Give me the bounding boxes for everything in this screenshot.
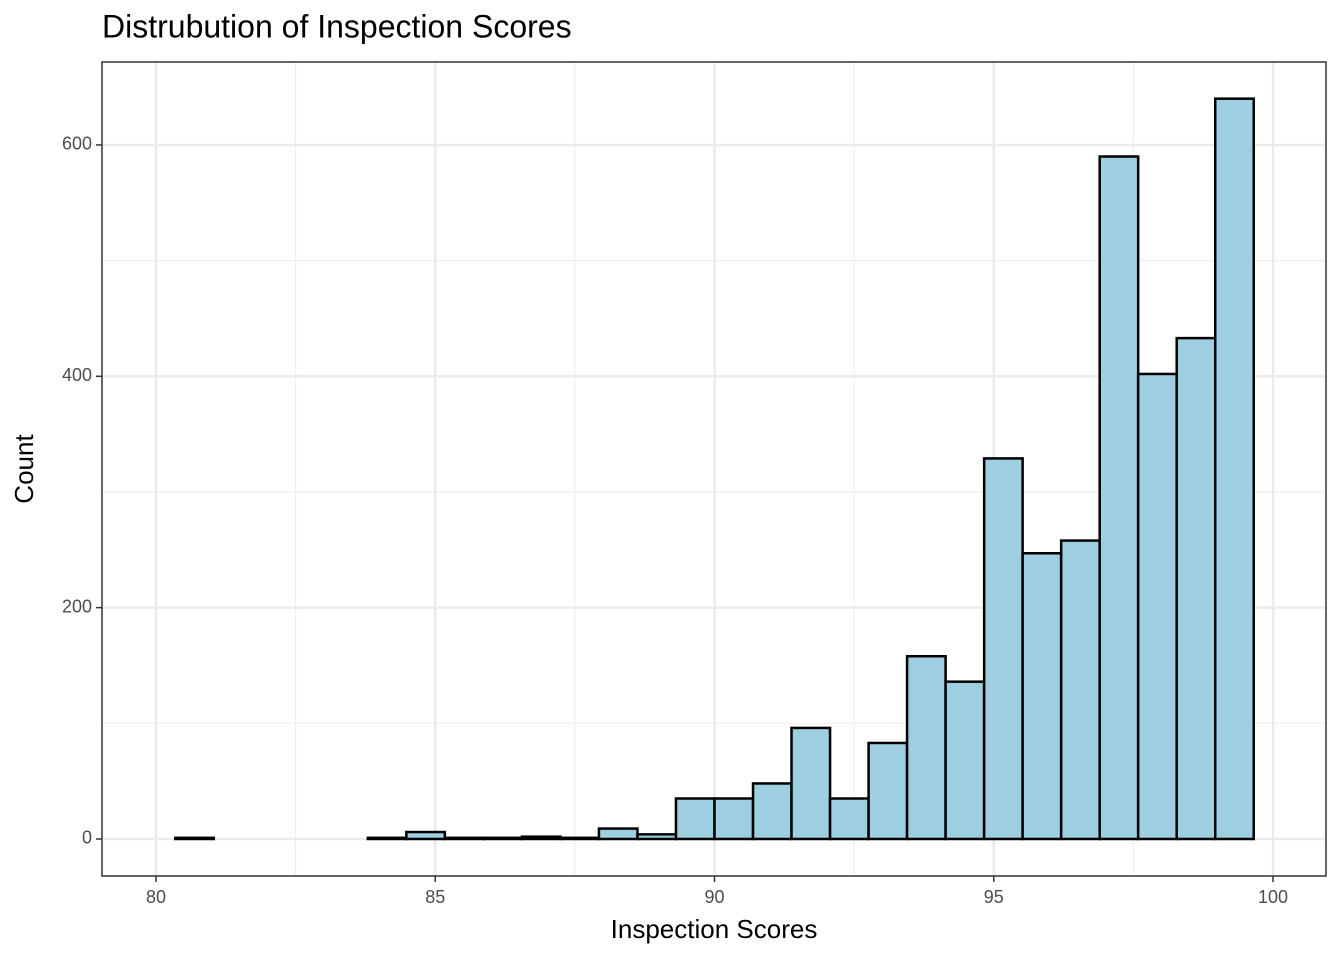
bar xyxy=(867,741,909,841)
bar xyxy=(559,836,601,841)
bar xyxy=(790,726,832,841)
bar xyxy=(174,836,216,841)
bar xyxy=(751,782,793,841)
y-tick-label: 600 xyxy=(62,134,92,154)
y-axis-title: Count xyxy=(9,434,39,504)
x-tick-label: 90 xyxy=(704,887,724,907)
bar xyxy=(482,836,524,841)
bar xyxy=(443,836,485,841)
bar xyxy=(713,797,755,841)
chart-title: Distrubution of Inspection Scores xyxy=(102,8,572,44)
bar xyxy=(1021,552,1063,841)
y-tick-label: 200 xyxy=(62,596,92,616)
x-tick-label: 100 xyxy=(1258,887,1288,907)
bar xyxy=(905,654,947,841)
bar xyxy=(982,457,1024,841)
bar xyxy=(1175,336,1217,841)
bar xyxy=(405,830,447,841)
x-axis-title: Inspection Scores xyxy=(611,914,818,944)
bar xyxy=(520,835,562,841)
plot-border xyxy=(101,61,1327,877)
bar xyxy=(674,797,716,841)
x-tick-label: 85 xyxy=(425,887,445,907)
y-tick-label: 400 xyxy=(62,365,92,385)
y-tick-label: 0 xyxy=(82,828,92,848)
x-tick-label: 95 xyxy=(984,887,1004,907)
bar xyxy=(1214,97,1255,841)
bar xyxy=(366,836,408,841)
bar xyxy=(636,833,678,841)
x-tick-label: 80 xyxy=(146,887,166,907)
bar xyxy=(597,827,639,841)
bar xyxy=(944,680,986,841)
bar xyxy=(1098,155,1140,841)
bar xyxy=(1059,539,1101,841)
bar xyxy=(1136,372,1178,841)
bar xyxy=(828,797,870,841)
